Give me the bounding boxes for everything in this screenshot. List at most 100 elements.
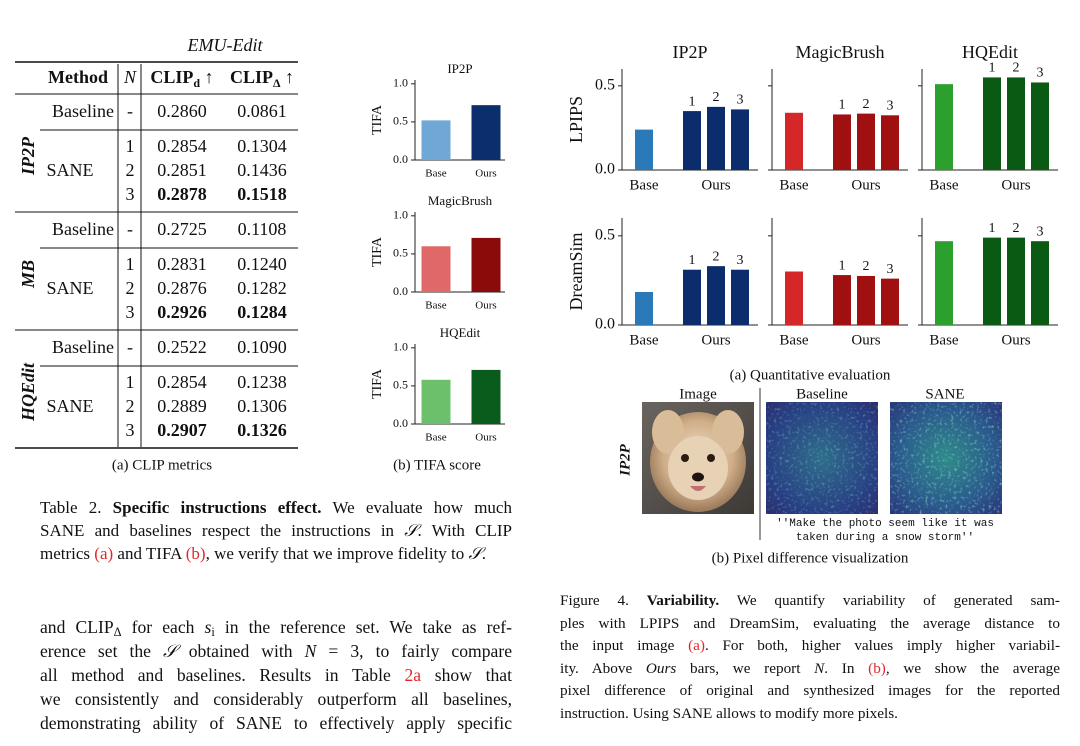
y-tick-label: 0.5	[393, 246, 408, 260]
text-run: . In	[824, 659, 869, 677]
image-label: Image	[679, 386, 717, 402]
y-tick-label: 0.0	[393, 152, 408, 166]
cell: 0.2522	[157, 337, 207, 357]
text-run: ples with LPIPS and DreamSim, evaluating…	[560, 614, 1060, 632]
cell: 0.2851	[157, 160, 207, 180]
cell: -	[127, 219, 133, 239]
bar	[635, 129, 653, 170]
text-run: We quantify variability of generated sam…	[719, 592, 1060, 609]
bar	[635, 292, 653, 325]
text-run: Ours	[645, 659, 677, 677]
cell: 3	[126, 420, 135, 440]
y-tick-label: 0.5	[393, 378, 408, 392]
cell: 1	[126, 254, 135, 274]
bar	[881, 115, 899, 170]
bar	[683, 111, 701, 170]
cell: 0.1090	[237, 337, 287, 357]
header-arrow: ↑	[200, 67, 214, 87]
x-tick-label: Ours	[475, 300, 496, 312]
subcaption: (b) Pixel difference visualization	[712, 550, 909, 566]
y-tick-label: 0.0	[595, 316, 615, 333]
text-run: .	[481, 544, 486, 563]
instruction: ''Make the photo seem like it was	[776, 518, 994, 530]
text-run: N	[814, 659, 825, 677]
sane-diff-image	[890, 402, 1002, 514]
text-run: erence set the	[40, 641, 164, 661]
y-tick-label: 0.0	[393, 284, 408, 298]
text-run: . For both, higher values imply higher v…	[704, 637, 1060, 655]
x-tick-label: Ours	[1001, 177, 1030, 193]
subcaption: (a) Quantitative evaluation	[730, 367, 891, 383]
text-run: instruction. Using SANE allows to modify…	[560, 705, 898, 722]
cell: 1	[126, 372, 135, 392]
cell: 0.2878	[157, 184, 207, 204]
x-tick-label: Ours	[851, 177, 880, 193]
cell: -	[127, 337, 133, 357]
x-tick-label: Ours	[475, 168, 496, 180]
cell: 2	[126, 160, 135, 180]
x-tick-label: Base	[629, 177, 659, 193]
cell: 0.1240	[237, 254, 287, 274]
text-run: ity. Above	[560, 659, 646, 677]
header-sub: d	[193, 76, 200, 90]
text-line: pixel difference of original and synthes…	[560, 682, 1060, 700]
header-base: CLIP	[230, 67, 273, 87]
chart-title: HQEdit	[962, 42, 1018, 62]
text-run: (a)	[94, 544, 114, 563]
table-group-title: EMU-Edit	[187, 35, 264, 55]
y-axis-label: TIFA	[370, 368, 385, 399]
instruction: taken during a snow storm''	[796, 532, 974, 544]
text-line: ples with LPIPS and DreamSim, evaluating…	[560, 615, 1060, 633]
text-run: show that	[421, 665, 513, 685]
x-tick-label: Base	[929, 177, 959, 193]
n-label: 2	[713, 249, 720, 264]
bar	[707, 266, 725, 325]
table-header: N	[123, 67, 137, 87]
n-label: 1	[839, 98, 846, 113]
text-run: Δ	[113, 625, 122, 640]
bar	[1031, 82, 1049, 170]
x-tick-label: Ours	[851, 332, 880, 348]
text-run: (a)	[688, 637, 705, 655]
bar	[833, 114, 851, 170]
cell: 0.0861	[237, 101, 287, 121]
cell: 0.2831	[157, 254, 207, 274]
y-tick-label: 0.0	[595, 161, 615, 178]
x-tick-label: Base	[425, 300, 447, 312]
subcaption: (b) TIFA score	[393, 457, 481, 473]
text-run: = 3, to fairly compare	[316, 641, 513, 661]
text-line: we consistently and considerably outperf…	[40, 689, 512, 710]
table-header: CLIPΔ ↑	[230, 67, 294, 90]
n-label: 2	[863, 97, 870, 112]
n-label: 1	[689, 94, 696, 109]
cell: 0.2926	[157, 302, 207, 322]
group-label: HQEdit	[18, 362, 38, 422]
text-run: and TIFA	[113, 544, 186, 563]
bar	[983, 77, 1001, 170]
cell: 0.2907	[157, 420, 207, 440]
image-label: Baseline	[796, 386, 848, 402]
bar	[935, 241, 953, 325]
x-tick-label: Base	[929, 332, 959, 348]
chart-title: IP2P	[672, 42, 707, 62]
cell: 0.1326	[237, 420, 287, 440]
bar	[471, 369, 501, 424]
text-run: We evaluate how much	[321, 498, 512, 517]
bar	[881, 278, 899, 325]
x-tick-label: Base	[629, 332, 659, 348]
cell: 2	[126, 396, 135, 416]
chart-title: HQEdit	[440, 325, 481, 340]
y-axis-label: TIFA	[370, 104, 385, 135]
cell: SANE	[46, 160, 93, 180]
text-line: instruction. Using SANE allows to modify…	[560, 705, 1060, 723]
n-label: 2	[1013, 221, 1020, 236]
cell: SANE	[46, 396, 93, 416]
group-label: MB	[18, 260, 38, 289]
cell: 0.2854	[157, 372, 207, 392]
table-header: CLIPd ↑	[150, 67, 213, 90]
text-run: 𝒮	[468, 544, 482, 563]
y-axis-label: TIFA	[370, 236, 385, 267]
text-run: pixel difference of original and synthes…	[560, 682, 1060, 700]
cell: 0.2876	[157, 278, 207, 298]
